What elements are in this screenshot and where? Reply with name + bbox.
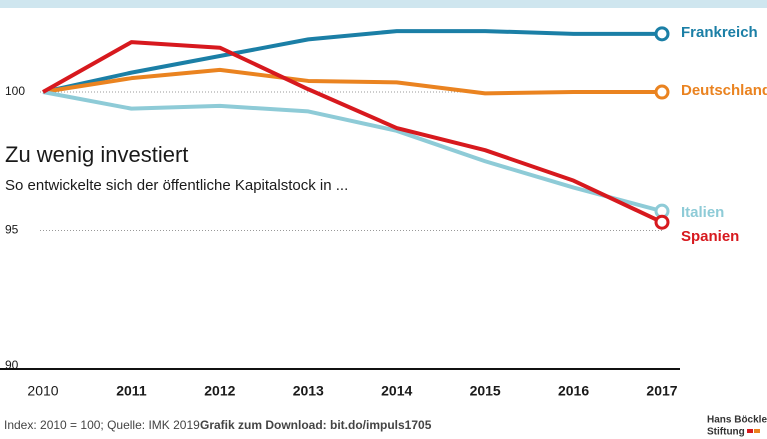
x-tick-label: 2017 xyxy=(646,383,677,399)
y-tick-label: 100 xyxy=(5,84,25,98)
y-tick-label: 95 xyxy=(5,223,19,237)
chart-title: Zu wenig investiert xyxy=(5,142,188,167)
logo-mark xyxy=(747,429,753,433)
legend-label: Deutschland xyxy=(681,82,767,99)
series-line xyxy=(42,90,663,214)
logo-mark xyxy=(754,429,760,433)
series-line xyxy=(42,29,662,94)
legend-label: Frankreich xyxy=(681,24,758,41)
source-note: Index: 2010 = 100; Quelle: IMK 2019 xyxy=(4,418,200,432)
y-tick-label: 90 xyxy=(5,358,19,372)
logo-text: Hans Böckler xyxy=(707,415,767,426)
series-line xyxy=(42,40,663,225)
x-tick-label: 2012 xyxy=(204,383,235,399)
x-tick-label: 2010 xyxy=(27,383,58,399)
end-marker xyxy=(654,214,670,230)
x-tick-label: 2011 xyxy=(116,383,147,399)
x-tick-label: 2015 xyxy=(470,383,501,399)
end-marker xyxy=(654,26,670,42)
series-line xyxy=(42,67,662,96)
download-note: Grafik zum Download: bit.do/impuls1705 xyxy=(200,418,432,432)
chart-subtitle: So entwickelte sich der öffentliche Kapi… xyxy=(5,177,348,194)
legend-label: Spanien xyxy=(681,228,739,245)
end-marker xyxy=(654,84,670,100)
x-tick-label: 2016 xyxy=(558,383,589,399)
x-tick-label: 2014 xyxy=(381,383,412,399)
legend-label: Italien xyxy=(681,204,724,221)
top-band xyxy=(0,0,767,8)
logo-text: Stiftung xyxy=(707,427,745,438)
x-tick-label: 2013 xyxy=(293,383,324,399)
